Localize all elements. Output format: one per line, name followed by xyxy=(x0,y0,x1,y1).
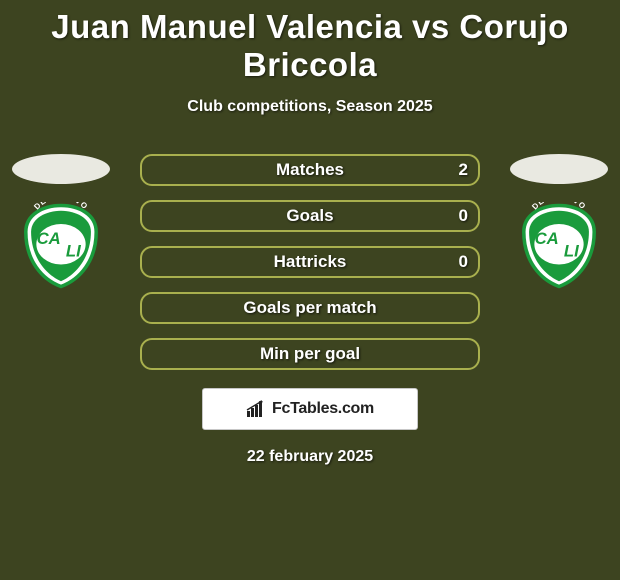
svg-text:LI: LI xyxy=(564,242,579,261)
brand-link[interactable]: FcTables.com xyxy=(202,388,418,430)
shield-icon: DEPORTIVO CA LI xyxy=(17,202,105,290)
player-right-avatar-placeholder xyxy=(510,154,608,184)
stat-label: Goals xyxy=(286,206,333,226)
stat-row-matches: Matches 2 xyxy=(140,154,480,186)
bar-chart-icon xyxy=(246,400,268,418)
stat-right-value: 0 xyxy=(459,206,468,226)
stat-row-hattricks: Hattricks 0 xyxy=(140,246,480,278)
stat-right-value: 2 xyxy=(459,160,468,180)
stat-row-min-per-goal: Min per goal xyxy=(140,338,480,370)
subtitle: Club competitions, Season 2025 xyxy=(0,98,620,116)
date-text: 22 february 2025 xyxy=(0,448,620,466)
svg-text:CA: CA xyxy=(37,229,61,248)
stat-rows: Matches 2 Goals 0 Hattricks 0 Goals per … xyxy=(140,154,480,370)
stat-right-value: 0 xyxy=(459,252,468,272)
stat-label: Goals per match xyxy=(243,298,376,318)
stat-row-goals-per-match: Goals per match xyxy=(140,292,480,324)
stat-label: Min per goal xyxy=(260,344,360,364)
player-left-club-badge: DEPORTIVO CA LI xyxy=(17,202,105,290)
page-title: Juan Manuel Valencia vs Corujo Briccola xyxy=(0,0,620,84)
player-left-avatar-placeholder xyxy=(12,154,110,184)
player-right-club-badge: DEPORTIVO CA LI xyxy=(515,202,603,290)
stat-row-goals: Goals 0 xyxy=(140,200,480,232)
svg-text:LI: LI xyxy=(66,242,81,261)
shield-icon: DEPORTIVO CA LI xyxy=(515,202,603,290)
comparison-area: DEPORTIVO CA LI DEPORTIVO CA LI xyxy=(0,154,620,466)
svg-text:CA: CA xyxy=(535,229,559,248)
stat-label: Hattricks xyxy=(274,252,347,272)
brand-text: FcTables.com xyxy=(272,400,374,418)
stat-label: Matches xyxy=(276,160,344,180)
player-left-column: DEPORTIVO CA LI xyxy=(6,154,116,290)
player-right-column: DEPORTIVO CA LI xyxy=(504,154,614,290)
